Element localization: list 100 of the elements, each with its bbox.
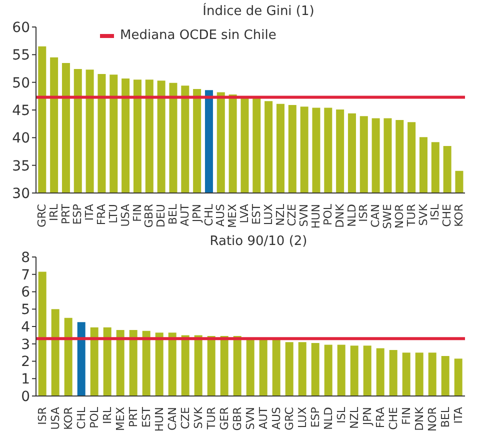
legend-label: Mediana OCDE sin Chile [119,28,276,43]
x-tick-label: POL [321,203,334,226]
x-tick-label: LUX [296,406,309,428]
bar [181,335,190,396]
x-tick-label: TUR [404,204,418,228]
x-tick-label: ITA [452,406,465,424]
y-tick-label: 1 [21,372,30,388]
x-tick-label: CHL [202,203,216,226]
y-tick-label: 7 [21,267,30,284]
x-tick-label: EST [140,406,153,428]
x-tick-label: ISL [428,203,442,220]
bar [168,332,176,396]
bar [376,348,384,396]
x-tick-label: TUR [205,406,218,430]
x-tick-label: ISR [357,204,370,222]
y-tick-label: 5 [21,302,30,318]
x-tick-label: CZE [179,406,192,430]
x-tick-label: HUN [153,407,166,432]
bar [38,272,46,396]
x-tick-label: CHE [387,406,400,430]
x-tick-label: AUT [257,406,270,430]
y-tick-label: 4 [21,319,30,336]
bar [311,343,320,396]
y-tick-label: 50 [12,75,30,92]
x-tick-label: CHE [440,204,454,227]
x-tick-label: CHL [75,406,88,430]
x-tick-label: ITA [83,204,96,221]
chart-title: Ratio 90/10 (2) [208,233,308,251]
x-tick-label: USA [49,406,62,430]
x-tick-label: ESP [309,406,322,428]
x-tick-label: GRC [35,204,48,228]
x-tick-label: NLD [322,407,335,430]
x-tick-label: FIN [400,407,413,425]
x-tick-label: PRT [127,406,140,428]
x-tick-label: NLD [345,204,358,227]
x-tick-label: KOR [62,406,75,430]
y-tick-label: 8 [21,250,30,266]
bar [233,336,242,396]
bar [454,358,462,396]
x-tick-label: LTU [106,204,120,224]
bar [337,344,346,396]
x-tick-label: CAN [369,204,382,228]
chart-title: Índice de Gini (1) [202,2,316,21]
bar [116,330,124,396]
x-tick-label: LVA [238,204,252,224]
bar [285,342,294,396]
y-tick-label: 6 [21,284,30,301]
x-tick-label: EST [250,204,263,225]
x-tick-label: NZL [274,203,287,226]
bar [77,322,86,396]
x-tick-label: NOR [392,204,406,229]
bar [441,356,450,396]
x-tick-label: JPN [190,204,204,224]
x-tick-label: DNK [333,203,346,228]
bar [155,332,164,396]
y-tick-label: 40 [12,130,30,147]
x-tick-label: AUS [214,204,228,227]
x-tick-label: GBR [142,204,156,228]
bar [389,350,398,396]
x-tick-label: IRL [101,406,114,424]
bar [51,309,60,396]
x-tick-label: BEL [166,203,180,225]
x-tick-label: USA [118,204,132,227]
bar [428,352,436,396]
y-tick-label: 2 [21,354,30,370]
bar [350,346,358,396]
bar [272,338,280,396]
x-tick-label: KOR [452,204,466,227]
bar [194,335,202,396]
x-tick-label: FIN [130,204,144,222]
bar [259,338,268,396]
x-tick-label: BEL [439,406,452,428]
x-tick-label: IRL [47,203,60,222]
x-tick-label: ISL [335,406,348,424]
x-tick-label: NOR [426,406,439,432]
x-tick-label: FRA [374,406,387,428]
x-tick-label: CZE [286,204,299,226]
x-tick-label: FRA [95,204,108,226]
y-tick-label: 55 [12,48,30,64]
x-tick-label: HUN [310,204,323,229]
x-tick-label: SWE [381,204,394,229]
x-tick-label: JPN [361,407,374,426]
x-tick-label: DNK [413,406,426,431]
bar [142,330,150,396]
bar [64,318,72,396]
x-tick-label: GER [218,406,231,430]
bar [129,330,138,396]
x-tick-label: NZL [348,406,361,429]
y-tick-label: 60 [12,20,30,36]
x-tick-label: ISR [36,406,49,425]
y-tick-label: 35 [12,158,30,174]
x-tick-label: CAN [166,407,179,430]
y-tick-label: 3 [21,336,30,353]
x-tick-label: SVK [416,203,430,226]
x-tick-label: POL [88,406,101,428]
x-tick-label: AUT [178,204,192,226]
bar [103,327,112,396]
bar [207,336,216,396]
x-tick-label: GBR [231,406,244,431]
y-tick-label: 30 [12,186,30,202]
